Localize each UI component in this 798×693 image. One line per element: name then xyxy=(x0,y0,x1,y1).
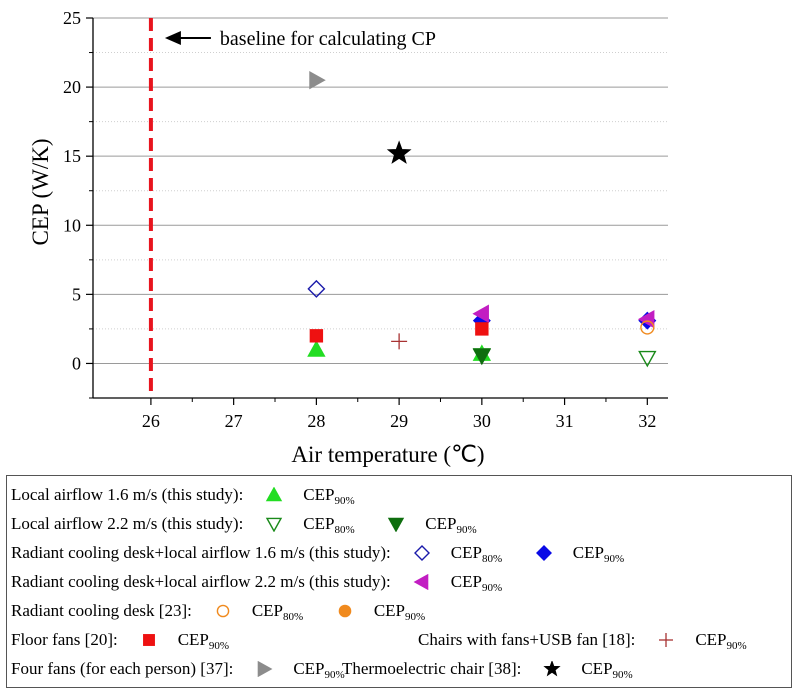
data-points xyxy=(307,70,657,368)
y-axis-label: CEP (W/K) xyxy=(28,138,53,245)
gridlines xyxy=(93,17,668,364)
x-tick-label: 29 xyxy=(390,411,408,431)
x-tick-label: 26 xyxy=(142,411,160,431)
legend-marker-circle xyxy=(216,604,230,618)
legend-marker-triangle-up xyxy=(266,487,283,502)
legend-entry-label: Radiant cooling desk [23]: xyxy=(11,601,192,620)
legend-symbol-triangle-down xyxy=(388,517,405,532)
legend-symbol-triangle-right xyxy=(258,661,273,677)
legend-entry-label: Radiant cooling desk+local airflow 2.2 m… xyxy=(11,572,391,591)
y-tick-label: 0 xyxy=(72,353,81,373)
legend-cep-label: CEP90% xyxy=(581,659,633,681)
x-tick-label: 31 xyxy=(556,411,574,431)
legend-marker-triangle-down xyxy=(266,517,283,532)
legend-symbol-triangle-left xyxy=(413,574,429,590)
legend-marker-diamond xyxy=(413,545,430,561)
legend-row: Radiant cooling desk+local airflow 1.6 m… xyxy=(7,538,787,568)
legend-cep-label: CEP90% xyxy=(373,601,426,623)
data-point-square xyxy=(309,329,324,343)
legend-cep-label: CEP90% xyxy=(303,485,355,507)
legend-cep-label: CEP90% xyxy=(293,659,345,681)
y-tick-label: 5 xyxy=(72,284,81,304)
legend-symbol-plus xyxy=(659,633,674,647)
data-point-star xyxy=(386,140,412,164)
data-point-triangle-left xyxy=(472,304,489,323)
data-point-triangle-left xyxy=(637,310,655,329)
legend-cep-label: CEP80% xyxy=(251,601,304,623)
legend-marker-star xyxy=(543,661,561,677)
baseline-label: baseline for calculating CP xyxy=(220,28,436,50)
legend-symbol-circle xyxy=(216,604,230,618)
data-point-triangle-down xyxy=(472,348,492,366)
legend-cep-label: CEP90% xyxy=(425,514,477,536)
legend-entry-label: Local airflow 2.2 m/s (this study): xyxy=(11,514,244,533)
baseline-arrow-head xyxy=(164,31,181,45)
baseline-annotation: baseline for calculating CP xyxy=(148,18,436,398)
legend-symbol-star xyxy=(543,661,561,677)
legend-marker-plus xyxy=(659,633,674,647)
tick-labels: 26 27 28 29 30 31 32 0 5 10 15 20 25 xyxy=(63,8,656,431)
x-tick-label: 28 xyxy=(307,411,325,431)
legend-symbol-diamond xyxy=(413,545,430,561)
legend-symbol-diamond xyxy=(535,545,552,561)
legend-cep-label: CEP90% xyxy=(177,630,230,652)
legend-marker-triangle-left xyxy=(413,574,429,590)
data-point-triangle-down xyxy=(638,350,657,368)
legend-row: Radiant cooling desk [23]: CEP80% CEP90% xyxy=(7,596,787,626)
legend-row: Local airflow 2.2 m/s (this study): CEP80… xyxy=(7,509,787,539)
legend-entry-label: Four fans (for each person) [37]: xyxy=(11,659,234,678)
x-axis-label: Air temperature (℃) xyxy=(291,442,484,467)
legend-row: Floor fans [20]: CEP90% Chairs with fans+U… xyxy=(7,625,787,655)
legend-cep-label: CEP80% xyxy=(303,514,355,536)
data-point-circle xyxy=(640,320,655,335)
data-point-diamond xyxy=(307,279,326,298)
legend-entry-label: Thermoelectric chair [38]: xyxy=(342,659,522,678)
legend-row: Four fans (for each person) [37]: CEP90% T… xyxy=(7,654,787,684)
y-tick-label: 25 xyxy=(63,8,81,28)
scatter-chart: 26 27 28 29 30 31 32 0 5 10 15 20 25 baseline for ca… xyxy=(28,8,668,467)
data-point-triangle-up xyxy=(307,340,326,357)
axes xyxy=(86,17,668,405)
legend-row: Radiant cooling desk+local airflow 2.2 m… xyxy=(7,567,787,597)
y-tick-label: 15 xyxy=(63,146,81,166)
legend-entry-label: Local airflow 1.6 m/s (this study): xyxy=(11,485,244,504)
data-point-plus xyxy=(391,333,408,350)
legend-cep-label: CEP90% xyxy=(572,543,625,565)
legend-cep-label: CEP90% xyxy=(450,572,503,594)
legend-marker-circle xyxy=(338,604,352,618)
legend-marker-square xyxy=(142,634,155,646)
legend-marker-diamond xyxy=(535,545,552,561)
legend-row: Local airflow 1.6 m/s (this study): CEP90… xyxy=(7,480,787,510)
legend-symbol-triangle-up xyxy=(266,487,283,502)
y-tick-label: 10 xyxy=(63,215,81,235)
x-tick-label: 27 xyxy=(225,411,243,431)
legend-marker-triangle-right xyxy=(258,661,273,677)
legend-symbol-square xyxy=(142,634,155,646)
x-tick-label: 30 xyxy=(473,411,491,431)
legend-cep-label: CEP90% xyxy=(695,630,747,652)
data-point-square xyxy=(475,322,489,336)
legend-cep-label: CEP80% xyxy=(450,543,503,565)
legend-entry-label: Radiant cooling desk+local airflow 1.6 m… xyxy=(11,543,391,562)
legend-marker-triangle-down xyxy=(388,517,405,532)
data-point-triangle-right xyxy=(309,70,326,90)
legend: Local airflow 1.6 m/s (this study): CEP90… xyxy=(6,475,792,688)
legend-entry-label: Chairs with fans+USB fan [18]: xyxy=(418,630,636,649)
legend-symbol-triangle-down xyxy=(266,517,283,532)
y-tick-label: 20 xyxy=(63,77,81,97)
x-tick-label: 32 xyxy=(638,411,656,431)
legend-entry-label: Floor fans [20]: xyxy=(11,630,118,649)
legend-symbol-circle xyxy=(338,604,352,618)
